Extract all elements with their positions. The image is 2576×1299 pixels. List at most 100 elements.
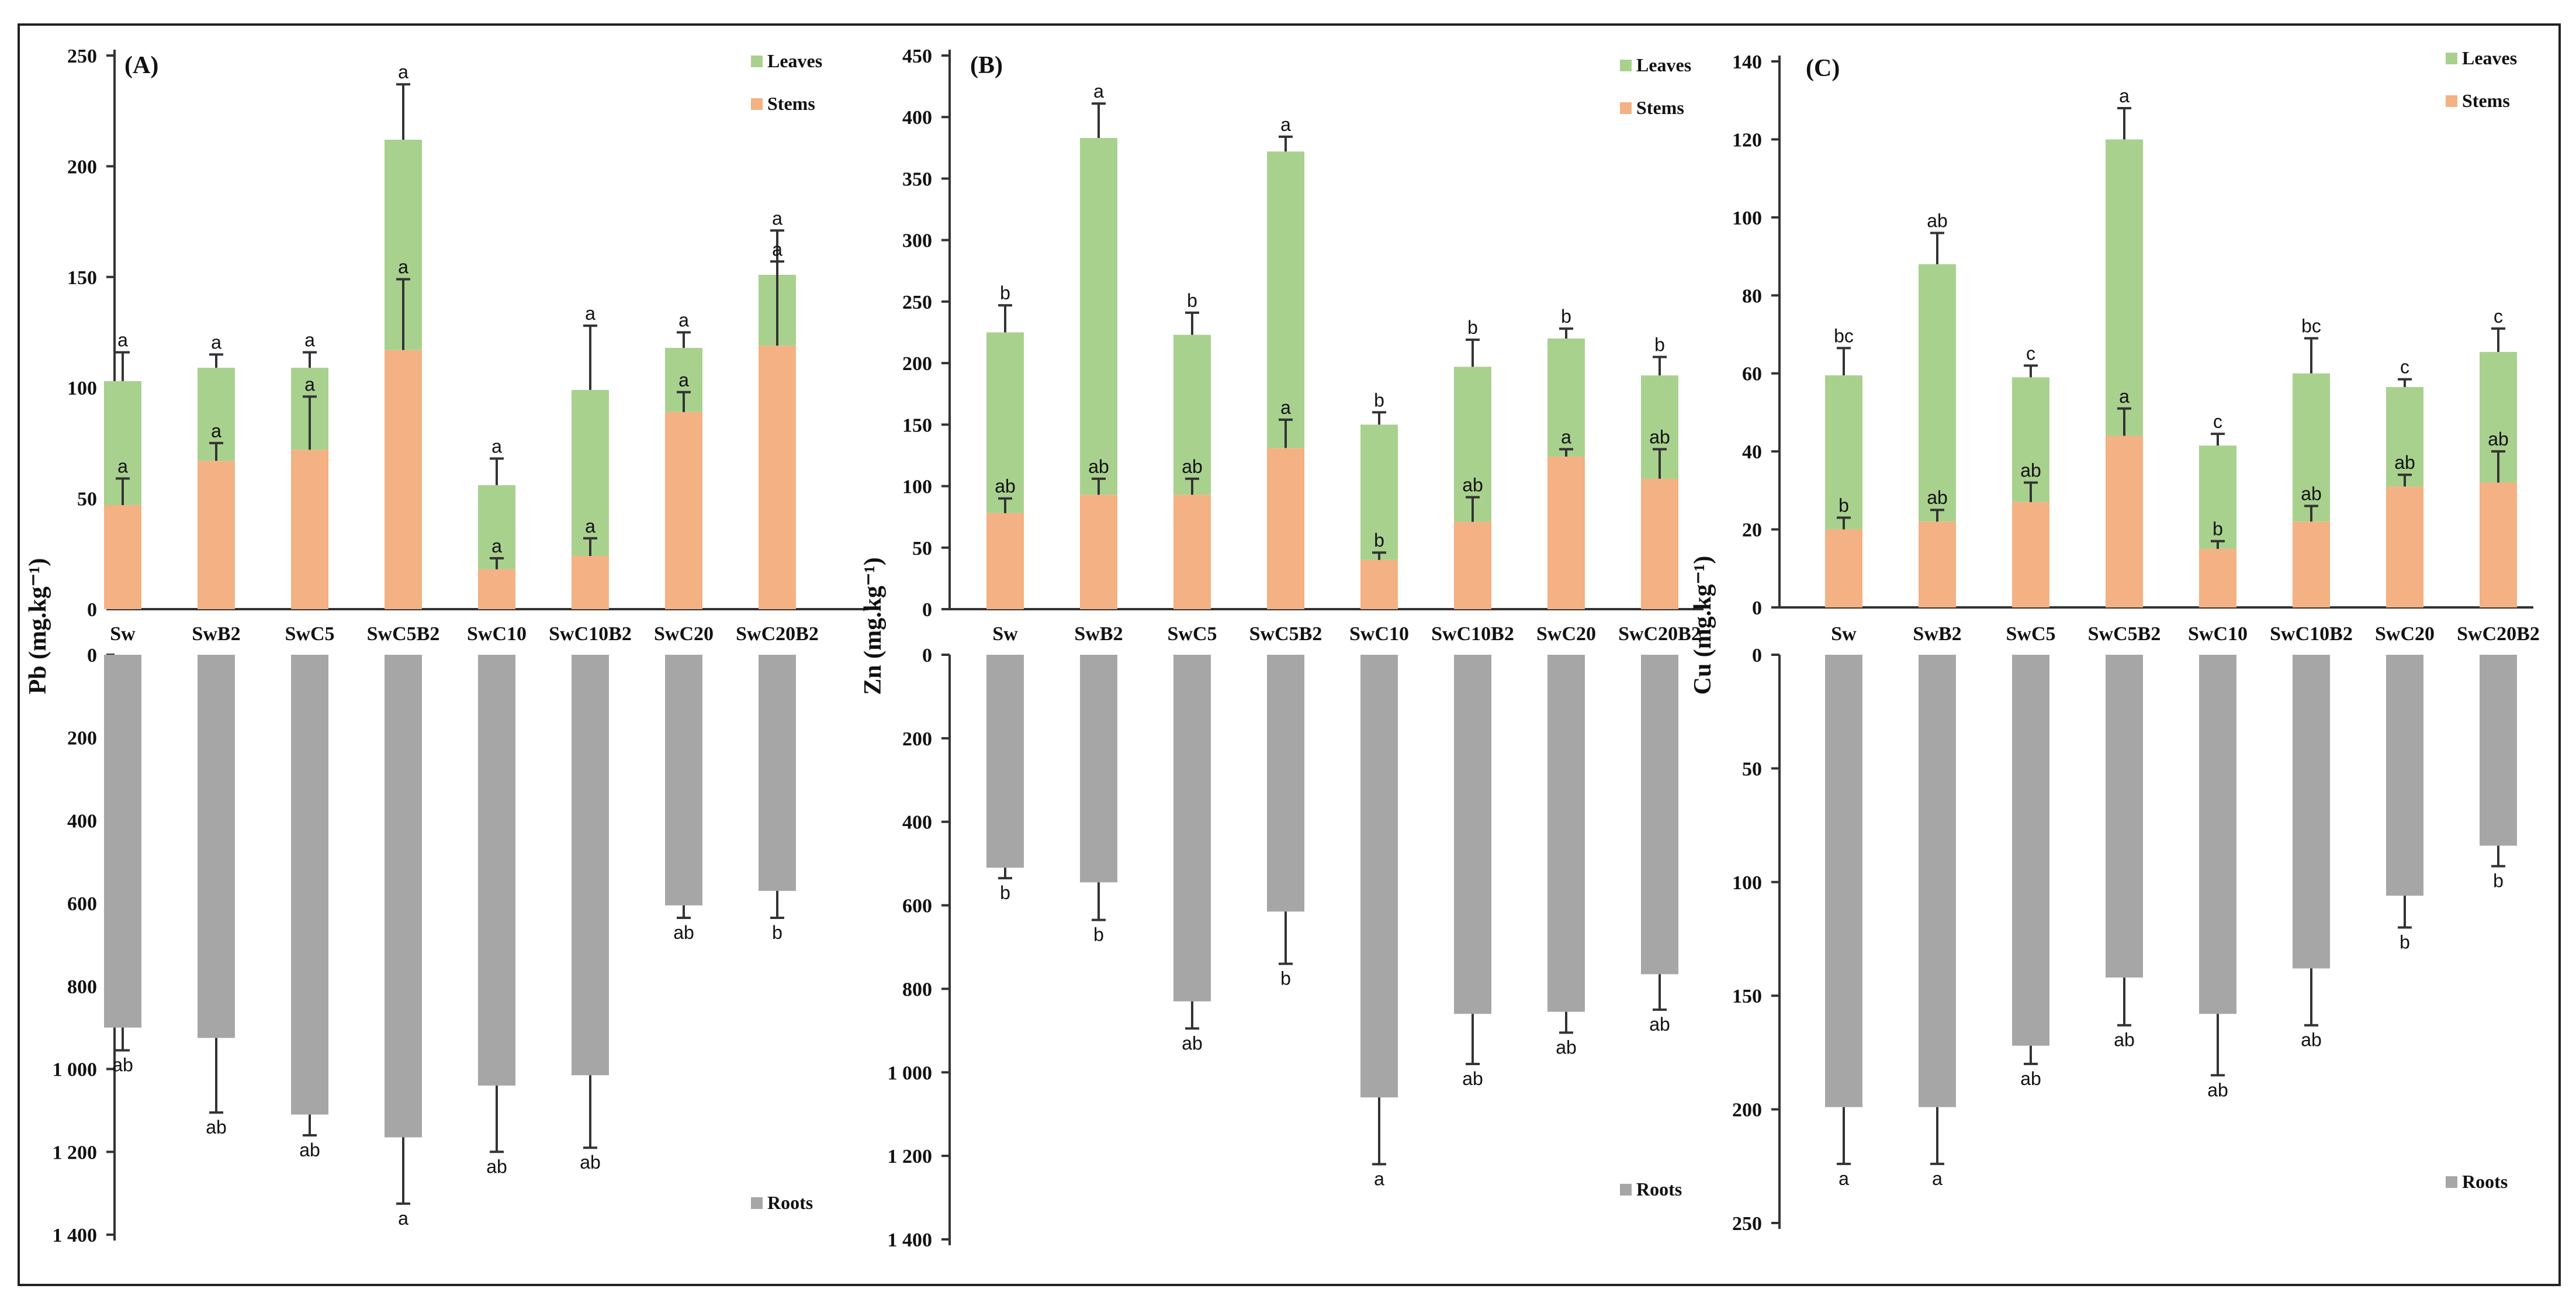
category-label: SwC10B2: [549, 623, 632, 645]
root-bar: [1454, 655, 1491, 1014]
stem-bar: [2293, 521, 2330, 607]
leaf-bar: [1547, 338, 1585, 457]
top-y-tick-label: 20: [1742, 520, 1762, 541]
root-bar: [2386, 655, 2423, 896]
top-y-tick-label: 250: [67, 46, 97, 67]
legend-roots-swatch: [751, 1197, 763, 1209]
legend-stems-swatch: [751, 98, 763, 110]
stem-sig-label: a: [398, 257, 408, 278]
leaf-bar: [1919, 264, 1956, 522]
stem-bar: [198, 461, 235, 609]
root-bar: [1173, 655, 1211, 1001]
top-y-tick-label: 50: [77, 489, 97, 510]
root-sig-label: ab: [1556, 1037, 1577, 1058]
root-bar: [104, 655, 141, 1028]
leaf-bar: [986, 332, 1024, 513]
stem-bar: [2012, 502, 2049, 607]
category-label: SwC5: [2006, 623, 2055, 645]
root-sig-label: a: [1838, 1168, 1849, 1189]
category-label: SwC20: [654, 623, 714, 645]
root-bar: [665, 655, 702, 906]
root-sig-label: b: [2400, 932, 2410, 953]
legend-stems-label: Stems: [767, 93, 815, 114]
category-label: Sw: [1831, 623, 1857, 645]
root-bar: [2012, 655, 2049, 1046]
bottom-y-tick-label: 400: [67, 810, 97, 832]
stem-bar: [385, 350, 422, 609]
leaf-bar: [1173, 334, 1211, 495]
leaf-bar: [2106, 139, 2143, 436]
stem-bar: [1360, 559, 1398, 609]
top-y-tick-label: 40: [1742, 441, 1762, 463]
top-y-tick-label: 300: [902, 230, 932, 252]
top-y-tick-label: 140: [1732, 51, 1762, 73]
root-sig-label: ab: [2020, 1068, 2041, 1089]
stem-sig-label: a: [2119, 386, 2130, 407]
stem-sig-label: a: [304, 374, 315, 395]
category-label: SwC10: [1349, 623, 1409, 645]
category-label: SwC20B2: [736, 623, 819, 645]
root-bar: [291, 655, 328, 1115]
legend-leaves-swatch: [2446, 53, 2457, 64]
stem-bar: [1173, 495, 1211, 609]
root-sig-label: ab: [1182, 1032, 1203, 1053]
root-bar: [2293, 655, 2330, 969]
stem-bar: [104, 505, 141, 609]
leaf-sig-label: a: [2119, 85, 2130, 106]
bottom-y-tick-label: 150: [1732, 986, 1762, 1007]
category-label: SwC5B2: [1249, 623, 1322, 645]
bottom-y-tick-label: 200: [67, 728, 97, 749]
top-y-tick-label: 0: [87, 599, 97, 621]
bottom-y-tick-label: 1 200: [888, 1146, 933, 1167]
stem-bar: [1825, 529, 1862, 607]
stem-bar: [1454, 521, 1491, 609]
bottom-y-tick-label: 800: [902, 979, 932, 1000]
legend-roots-label: Roots: [1636, 1179, 1682, 1200]
leaf-sig-label: a: [304, 330, 315, 351]
leaf-sig-label: a: [585, 303, 595, 324]
category-label: SwC10: [2188, 623, 2248, 645]
root-sig-label: ab: [486, 1156, 507, 1177]
stem-bar: [665, 412, 702, 609]
root-sig-label: b: [1093, 924, 1104, 945]
legend-leaves-swatch: [751, 56, 763, 67]
stem-sig-label: a: [117, 456, 128, 477]
root-bar: [1547, 655, 1585, 1012]
category-label: SwB2: [1074, 623, 1123, 645]
leaf-sig-label: c: [2213, 411, 2222, 432]
root-bar: [1080, 655, 1117, 883]
leaf-bar: [2293, 373, 2330, 522]
root-bar: [1919, 655, 1956, 1107]
leaf-sig-label: a: [398, 61, 408, 82]
category-label: SwB2: [1913, 623, 1961, 645]
leaf-bar: [572, 389, 609, 557]
leaf-sig-label: a: [117, 330, 128, 351]
legend-leaves-label: Leaves: [1636, 54, 1691, 75]
leaf-bar: [1454, 367, 1491, 522]
category-label: SwC20B2: [1618, 623, 1701, 645]
stem-sig-label: a: [1561, 426, 1571, 447]
leaf-bar: [2012, 377, 2049, 502]
category-label: Sw: [992, 623, 1018, 645]
bottom-y-tick-label: 1 000: [888, 1062, 933, 1084]
leaf-sig-label: b: [1374, 389, 1384, 410]
legend-leaves-label: Leaves: [767, 50, 822, 71]
root-bar: [1360, 655, 1398, 1098]
stem-bar: [478, 569, 515, 609]
top-y-tick-label: 100: [67, 378, 97, 399]
stem-sig-label: a: [585, 516, 595, 537]
stem-bar: [2106, 436, 2143, 607]
stem-sig-label: a: [211, 420, 221, 441]
leaf-sig-label: bc: [2301, 316, 2321, 337]
category-label: SwC20: [2375, 623, 2435, 645]
root-bar: [1825, 655, 1862, 1107]
stem-bar: [986, 513, 1024, 609]
stem-sig-label: ab: [2301, 483, 2322, 505]
leaf-sig-label: ab: [1927, 210, 1948, 232]
root-sig-label: ab: [2301, 1029, 2322, 1051]
panel-pb: (A) 0 50 100 150 200 250 0 200 400 600 800 1 000 1 20…: [25, 46, 868, 1246]
category-label: SwC5B2: [2088, 623, 2161, 645]
top-y-tick-label: 120: [1732, 129, 1762, 151]
root-sig-label: ab: [1649, 1014, 1670, 1035]
